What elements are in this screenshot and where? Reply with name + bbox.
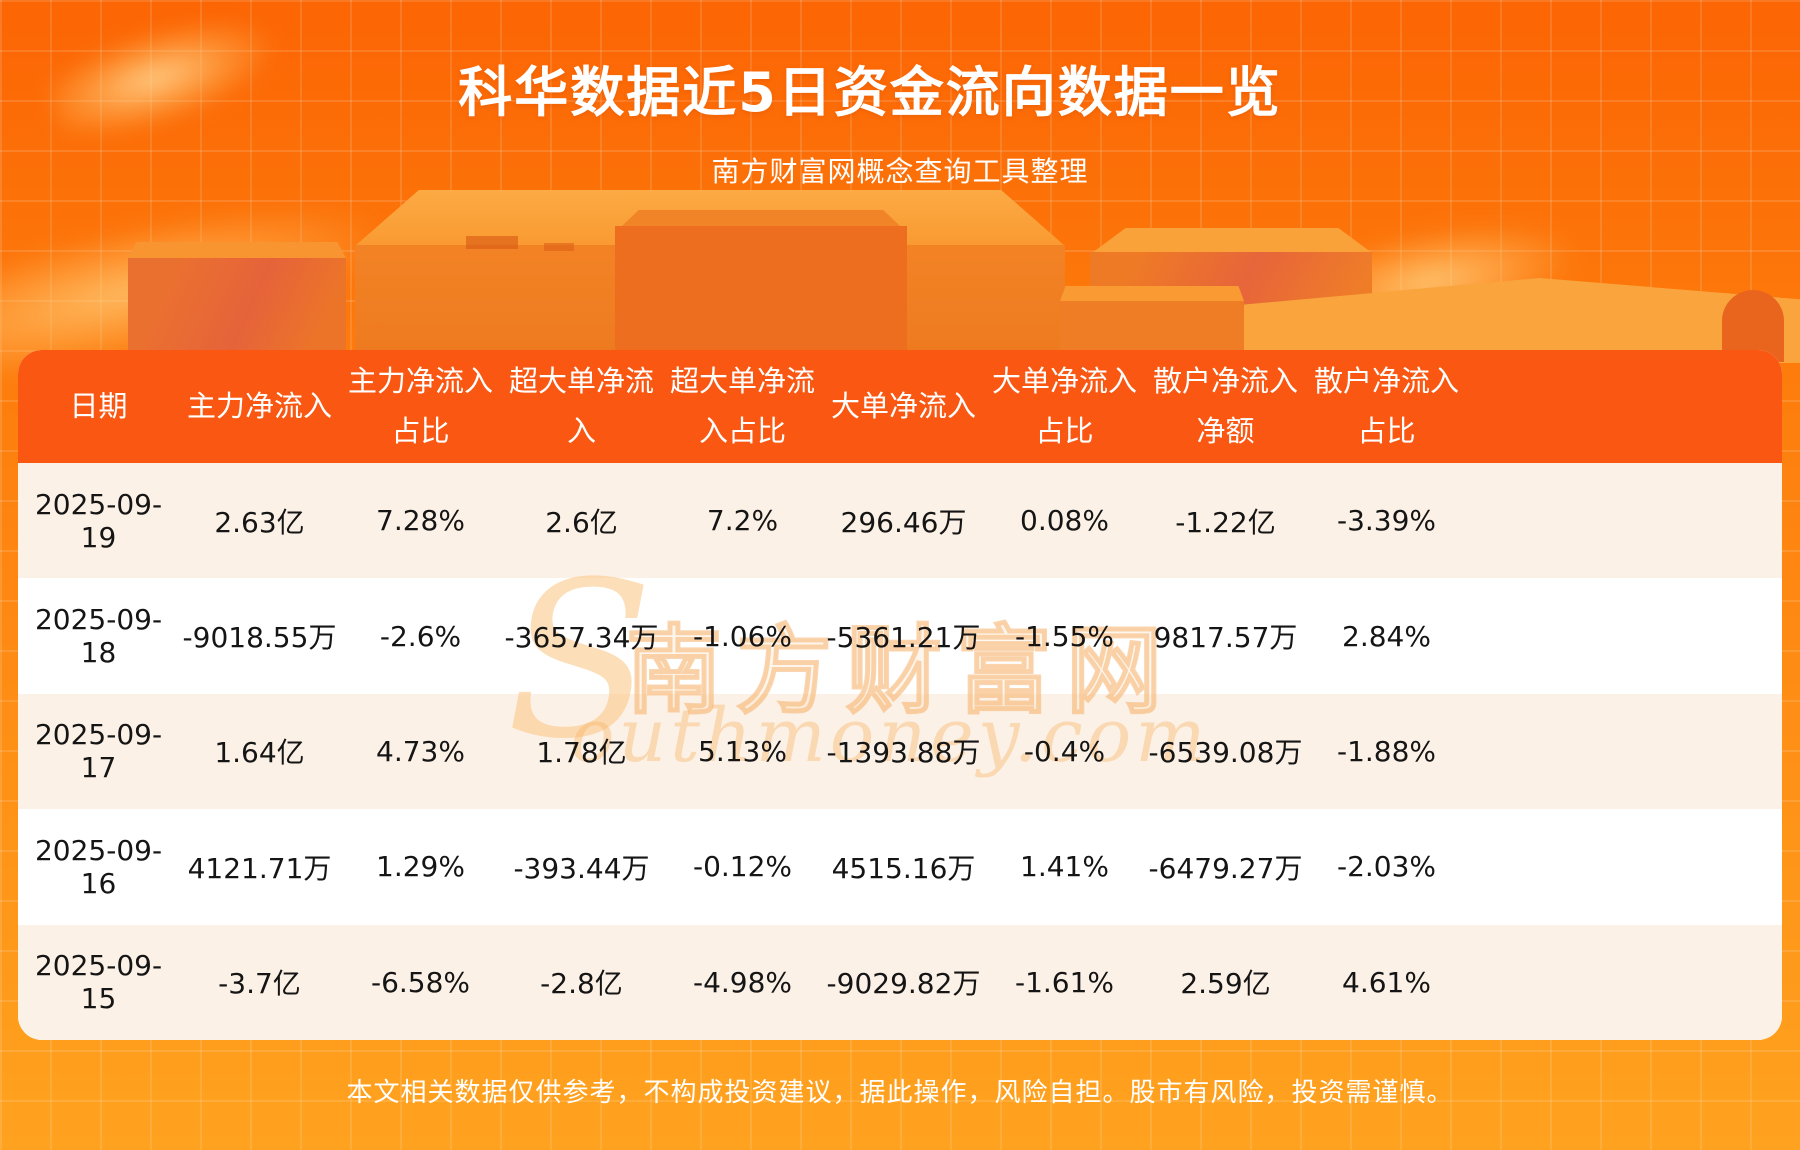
podium-step-front (615, 226, 907, 356)
podium-small-right-box-top (1060, 286, 1244, 301)
cell-value: 0.08% (1020, 504, 1109, 538)
table-body: 2025-09-19 2.63亿 7.28% 2.6亿 7.2% 296.46万… (18, 463, 1782, 1040)
table-header-row: 日期 主力净流入 主力净流入 占比 超大单净流入 超大单净流 入占比 大单净流入 大… (18, 350, 1782, 463)
cell-value: -1.61% (1014, 965, 1115, 999)
cell-value: 7.2% (706, 504, 779, 538)
podium-notch (544, 243, 574, 251)
table-row: 2025-09-18 -9018.55万 -2.6% -3657.34万 -1.… (18, 578, 1782, 694)
cell-value: -6479.27万 (1148, 851, 1303, 885)
column-header-xl-order-net-inflow: 超大单净流入 (508, 364, 654, 448)
cell-date: 2025-09-17 (34, 718, 163, 785)
podium-step-top (622, 210, 900, 226)
cell-value: 1.29% (376, 850, 465, 884)
table-row: 2025-09-19 2.63亿 7.28% 2.6亿 7.2% 296.46万… (18, 463, 1782, 579)
column-header-date: 日期 (69, 388, 128, 423)
cell-value: 9817.57万 (1153, 621, 1298, 655)
fund-flow-table: 日期 主力净流入 主力净流入 占比 超大单净流入 超大单净流 入占比 大单净流入 大… (18, 350, 1782, 1040)
cell-value: 5.13% (698, 734, 787, 768)
cell-value: -1.55% (1014, 619, 1115, 653)
cell-value: -3.7亿 (218, 967, 301, 1001)
cell-value: 4.73% (376, 734, 465, 768)
cell-value: 4515.16万 (831, 851, 976, 885)
podium-left-box-top (128, 242, 346, 258)
cell-value: 7.28% (376, 504, 465, 538)
table-row: 2025-09-15 -3.7亿 -6.58% -2.8亿 -4.98% -90… (18, 924, 1782, 1040)
cell-value: -6.58% (370, 965, 471, 999)
cell-value: -1.88% (1336, 734, 1437, 768)
cell-value: -393.44万 (513, 851, 650, 885)
cell-date: 2025-09-15 (34, 949, 163, 1016)
page-subtitle: 南方财富网概念查询工具整理 (711, 155, 1089, 188)
cell-value: -0.12% (692, 850, 793, 884)
cell-value: 296.46万 (840, 505, 967, 539)
cell-value: -1.06% (692, 619, 793, 653)
cell-value: 1.64亿 (214, 736, 305, 770)
column-header-retail-net-inflow-amount: 散户净流入 净额 (1152, 364, 1298, 448)
cell-value: -3.39% (1336, 504, 1437, 538)
cell-value: -4.98% (692, 965, 793, 999)
cell-value: 1.78亿 (536, 736, 627, 770)
cell-value: -2.8亿 (540, 967, 623, 1001)
cell-value: -2.03% (1336, 850, 1437, 884)
cell-value: 2.59亿 (1180, 967, 1271, 1001)
cell-date: 2025-09-16 (34, 833, 163, 900)
podium-left-box-front (128, 258, 346, 358)
column-header-large-order-net-inflow: 大单净流入 (830, 388, 976, 423)
cell-value: -5361.21万 (826, 621, 981, 655)
page-title: 科华数据近5日资金流向数据一览 (458, 61, 1282, 124)
cell-date: 2025-09-18 (34, 603, 163, 670)
cell-value: 4.61% (1342, 965, 1431, 999)
cell-value: -1.22亿 (1175, 505, 1276, 539)
disclaimer-text: 本文相关数据仅供参考，不构成投资建议，据此操作，风险自担。股市有风险，投资需谨慎… (346, 1078, 1454, 1108)
cell-date: 2025-09-19 (34, 487, 163, 554)
column-header-xl-order-net-inflow-ratio: 超大单净流 入占比 (669, 364, 815, 448)
cell-value: -3657.34万 (504, 621, 659, 655)
table-row: 2025-09-16 4121.71万 1.29% -393.44万 -0.12… (18, 809, 1782, 925)
column-header-main-net-inflow: 主力净流入 (186, 388, 332, 423)
cell-value: 2.63亿 (214, 505, 305, 539)
column-header-retail-net-inflow-ratio: 散户净流入 占比 (1313, 364, 1459, 448)
cell-value: -6539.08万 (1148, 736, 1303, 770)
cell-value: 4121.71万 (187, 851, 332, 885)
podium-right-box-top (1092, 228, 1372, 253)
column-header-large-order-net-inflow-ratio: 大单净流入 占比 (991, 364, 1137, 448)
cell-value: 1.41% (1020, 850, 1109, 884)
cell-value: -0.4% (1023, 734, 1106, 768)
column-header-main-net-inflow-ratio: 主力净流入 占比 (347, 364, 493, 448)
podium-notch (466, 236, 518, 249)
cell-value: -9018.55万 (182, 621, 337, 655)
cell-value: 2.6亿 (545, 505, 618, 539)
cell-value: -9029.82万 (826, 967, 981, 1001)
cell-value: -1393.88万 (826, 736, 981, 770)
cell-value: 2.84% (1342, 619, 1431, 653)
table-row: 2025-09-17 1.64亿 4.73% 1.78亿 5.13% -1393… (18, 693, 1782, 810)
cell-value: -2.6% (379, 619, 462, 653)
